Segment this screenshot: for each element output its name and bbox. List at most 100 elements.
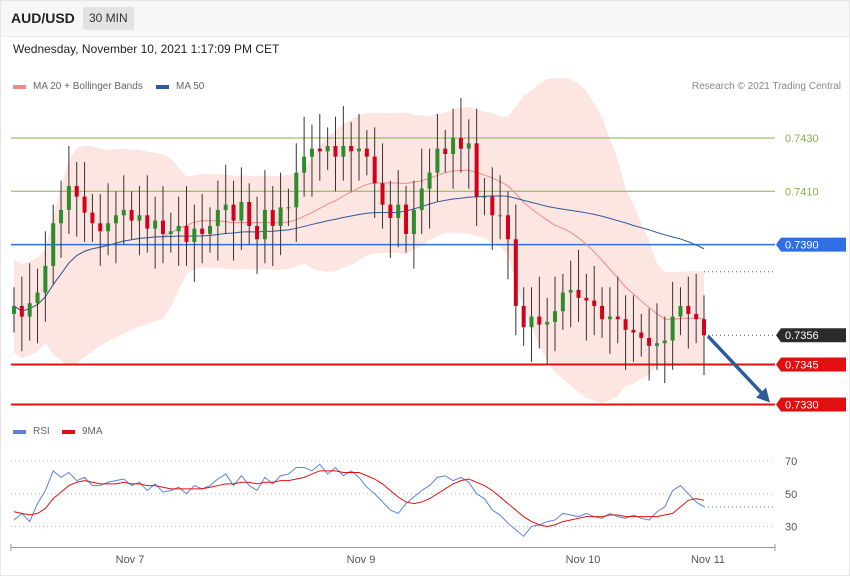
candle-body <box>349 145 354 152</box>
candle-body <box>615 316 620 320</box>
rsi-9ma-line <box>13 470 705 528</box>
price-level-label-2-tag <box>776 237 846 252</box>
candle-body <box>286 207 291 209</box>
candle-body <box>302 156 307 173</box>
candle-body <box>678 305 683 317</box>
x-tick-label-1: Nov 9 <box>347 554 376 566</box>
x-tick-label-2: Nov 10 <box>566 554 601 566</box>
candle-body <box>208 225 213 234</box>
candle-body <box>662 340 667 344</box>
candle-body <box>427 172 432 189</box>
candle-body <box>90 212 95 224</box>
candle-body <box>333 145 338 157</box>
candle-body <box>35 292 40 304</box>
candle-body <box>129 209 134 221</box>
candle-body <box>372 156 377 184</box>
candle-body <box>443 148 448 154</box>
symbol-title: AUD/USD <box>11 10 75 26</box>
candle-body <box>168 231 173 234</box>
candle-body <box>631 329 636 333</box>
candle-body <box>458 138 463 149</box>
ma20-swatch <box>13 84 26 89</box>
price-level-label-4-tag <box>776 397 846 412</box>
candle-body <box>623 319 628 330</box>
candle-body <box>498 215 503 217</box>
candle-body <box>482 196 487 198</box>
candle-body <box>74 185 79 197</box>
trend-arrow-shaft <box>706 335 765 396</box>
candle-body <box>364 148 369 157</box>
timeframe-badge[interactable]: 30 MIN <box>83 7 134 30</box>
candle-body <box>247 201 252 226</box>
legend-9ma: 9MA <box>62 426 103 437</box>
candle-body <box>521 305 526 328</box>
candle-body <box>153 220 158 229</box>
price-level-label-3-tag <box>776 357 846 372</box>
candle-body <box>404 204 409 234</box>
candle-body <box>231 204 236 221</box>
ma50-swatch <box>156 84 169 89</box>
x-tick-label-0: Nov 7 <box>116 554 145 566</box>
rsi-tick-label-0: 70 <box>785 456 797 468</box>
candle-body <box>411 209 416 234</box>
price-level-label-2: 0.7390 <box>785 240 819 252</box>
candle-body <box>647 337 652 346</box>
candle-body <box>66 185 71 210</box>
price-level-label-2-group: 0.7390 <box>776 237 846 252</box>
candle-body <box>694 313 699 320</box>
candle-body <box>59 209 64 224</box>
candle-body <box>262 209 267 240</box>
candle-body <box>341 145 346 157</box>
candle-body <box>239 201 244 221</box>
candle-body <box>474 143 479 197</box>
price-level-label-4: 0.7330 <box>785 400 819 412</box>
candle-body <box>537 316 542 325</box>
candle-body <box>270 209 275 226</box>
candle-body <box>215 209 220 226</box>
current-price-label-tag <box>776 328 846 343</box>
rsi-swatch <box>13 429 26 434</box>
candle-body <box>419 188 424 210</box>
title-bar: AUD/USD 30 MIN <box>0 0 850 37</box>
candle-body <box>294 172 299 208</box>
candle-body <box>560 292 565 312</box>
candle-body <box>200 228 205 234</box>
candle-body <box>553 311 558 322</box>
candle-body <box>160 220 165 234</box>
candle-body <box>82 196 87 213</box>
candle-body <box>192 228 197 242</box>
candle-body <box>145 215 150 229</box>
candle-body <box>278 207 283 226</box>
candle-body <box>380 183 385 205</box>
legend-ma20: MA 20 + Bollinger Bands <box>13 81 143 92</box>
candle-body <box>121 209 126 216</box>
candle-body <box>325 145 330 152</box>
9ma-swatch <box>62 429 75 434</box>
candle-body <box>51 223 56 266</box>
candle-body <box>223 204 228 210</box>
rsi-tick-label-2: 30 <box>785 522 797 534</box>
candle-body <box>255 225 260 240</box>
candle-body <box>357 148 361 152</box>
candle-body <box>113 215 118 224</box>
legend-rsi: RSI <box>13 426 50 437</box>
candle-body <box>670 316 675 341</box>
candle-body <box>654 343 659 346</box>
price-level-label-3: 0.7345 <box>785 360 819 372</box>
candle-body <box>106 223 111 232</box>
candle-body <box>435 148 440 173</box>
timestamp: Wednesday, November 10, 2021 1:17:09 PM … <box>13 42 280 56</box>
price-level-label-0: 0.7430 <box>785 133 819 145</box>
candle-body <box>592 300 597 306</box>
candle-body <box>466 143 471 149</box>
candle-body <box>607 316 612 320</box>
candle-body <box>529 316 534 328</box>
candle-body <box>19 305 24 317</box>
current-price-label-group: 0.7356 <box>776 328 846 343</box>
research-credit: Research © 2021 Trading Central <box>691 81 841 92</box>
candle-body <box>388 204 393 218</box>
candle-body <box>98 223 103 232</box>
candle-body <box>584 297 589 301</box>
price-level-label-1: 0.7410 <box>785 186 819 198</box>
